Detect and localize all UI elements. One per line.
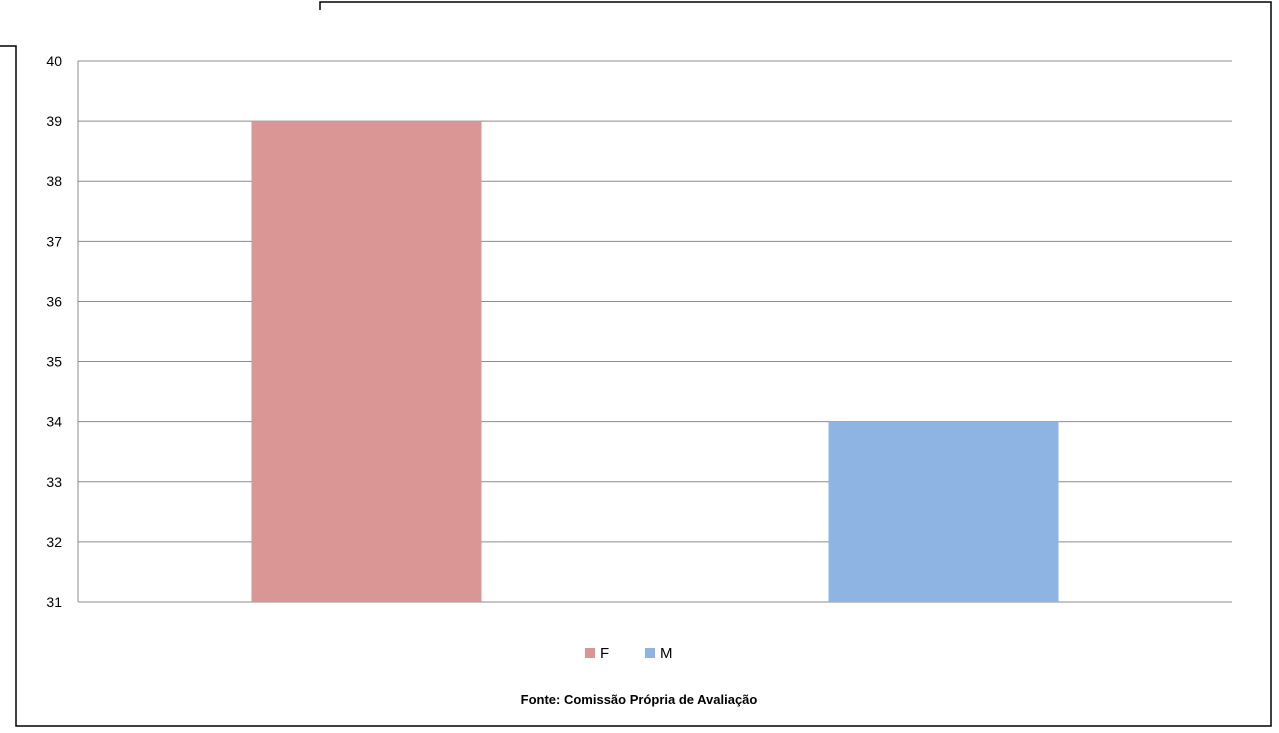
legend-label-F: F	[600, 645, 609, 662]
bar-M	[828, 421, 1059, 602]
y-tick-label-38: 38	[46, 173, 62, 189]
legend-swatch-F	[585, 648, 595, 658]
bar-F	[251, 121, 482, 602]
y-tick-label-32: 32	[46, 534, 62, 550]
y-tick-label-35: 35	[46, 354, 62, 370]
legend-label-M: M	[660, 645, 673, 662]
y-tick-label-34: 34	[46, 414, 62, 430]
y-tick-label-40: 40	[46, 53, 62, 69]
grid-lines	[77, 60, 1232, 603]
bars	[251, 121, 1059, 602]
y-tick-label-33: 33	[46, 474, 62, 490]
source-caption: Fonte: Comissão Própria de Avaliação	[521, 692, 758, 707]
y-axis-tick-labels: 31 32 33 34 35 36 37 38 39 40	[46, 53, 62, 610]
y-tick-label-31: 31	[46, 594, 62, 610]
y-tick-label-39: 39	[46, 113, 62, 129]
y-tick-label-36: 36	[46, 293, 62, 309]
y-tick-label-37: 37	[46, 233, 62, 249]
legend-swatch-M	[645, 648, 655, 658]
